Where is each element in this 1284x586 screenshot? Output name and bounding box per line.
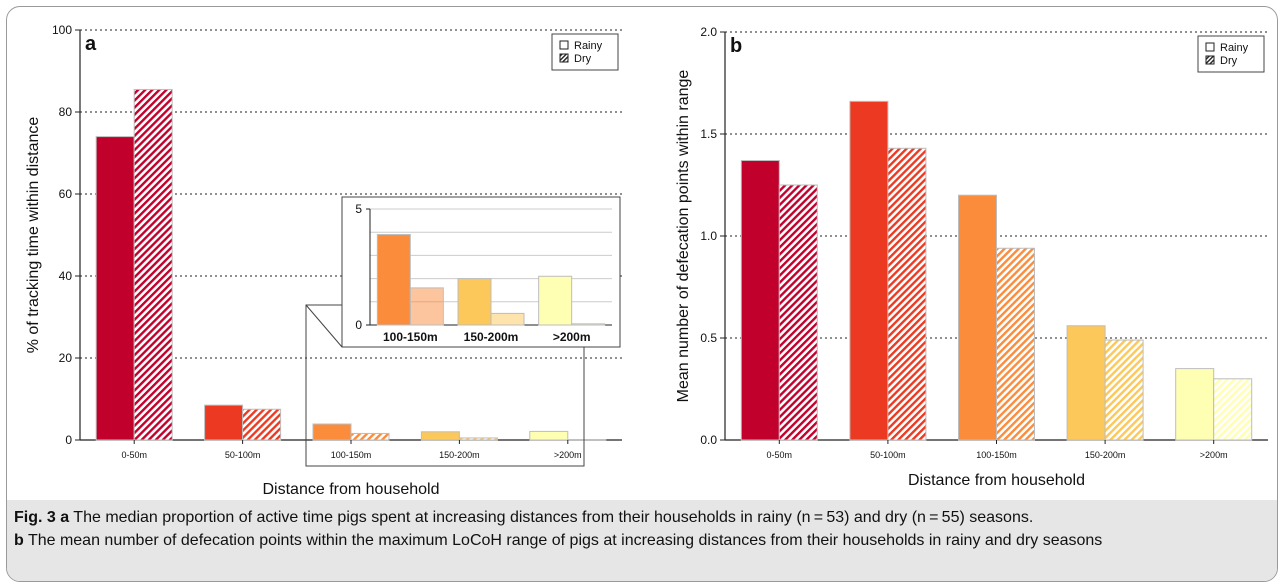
x-axis-label: Distance from household [908, 472, 1085, 489]
y-tick-label: 0 [65, 433, 72, 447]
legend-entry-rainy: Rainy [1220, 42, 1249, 54]
bar-rainy-100-150m [312, 423, 352, 441]
legend-entry-dry: Dry [574, 53, 592, 65]
y-tick-label: 20 [59, 351, 73, 365]
inset-connector [305, 304, 343, 348]
inset-y-tick-label: 0 [355, 318, 362, 332]
inset-bar-rainy-150-200m [457, 278, 492, 326]
y-tick-label: 1.0 [700, 229, 717, 243]
bar-rainy-0-50m [740, 160, 780, 441]
y-axis-label: % of tracking time within distance [25, 117, 42, 354]
panel-label-b: b [730, 35, 742, 57]
legend-swatch-dry [1205, 55, 1215, 65]
bar-rainy-150-200m [420, 431, 460, 441]
panel-label-a: a [85, 33, 97, 55]
x-tick-label: 150-200m [439, 450, 480, 460]
x-tick-label: 0-50m [121, 450, 147, 460]
x-tick-label: 50-100m [870, 450, 906, 460]
bar-dry-150-200m [458, 437, 498, 441]
inset-y-tick-label: 5 [355, 202, 362, 216]
bar-rainy-50-100m [204, 404, 244, 441]
figure-frame [6, 6, 1278, 582]
bar-dry-50-100m [242, 408, 282, 441]
bar-rainy-50-100m [849, 100, 889, 441]
caption-a-text: The median proportion of active time pig… [69, 509, 1034, 526]
bar-rainy->200m [1175, 368, 1215, 441]
caption-b-label: b [14, 532, 24, 549]
inset-bar-dry-150-200m [490, 312, 525, 326]
x-tick-label: 100-150m [331, 450, 372, 460]
bar-rainy-100-150m [958, 194, 997, 441]
legend-box [1197, 35, 1265, 73]
bar-dry->200m [567, 439, 607, 441]
x-tick-label: 0-50m [767, 450, 793, 460]
x-tick-label: >200m [1200, 450, 1228, 460]
x-axis-label: Distance from household [263, 481, 440, 498]
legend-entry-dry: Dry [1220, 55, 1238, 67]
y-tick-label: 60 [59, 187, 73, 201]
inset-x-tick-label: 150-200m [464, 330, 519, 344]
bar-dry-0-50m [133, 88, 173, 441]
inset-x-tick-label: >200m [553, 330, 591, 344]
bar-dry-0-50m [778, 184, 818, 441]
y-tick-label: 1.5 [700, 127, 717, 141]
bar-dry-50-100m [887, 147, 927, 441]
y-tick-label: 0.5 [700, 331, 717, 345]
bar-rainy-150-200m [1066, 325, 1106, 441]
x-tick-label: 50-100m [225, 450, 261, 460]
y-tick-label: 40 [59, 269, 73, 283]
y-tick-label: 80 [59, 105, 73, 119]
caption-a-label: a [60, 509, 70, 526]
y-tick-label: 2.0 [700, 25, 717, 39]
x-tick-label: 150-200m [1085, 450, 1126, 460]
legend-swatch-dry [559, 53, 569, 63]
inset-bar-dry->200m [571, 323, 606, 326]
caption-b-text: The mean number of defecation points wit… [23, 532, 1103, 549]
x-tick-label: 100-150m [976, 450, 1017, 460]
legend-swatch-rainy [559, 40, 569, 50]
x-tick-label: >200m [554, 450, 582, 460]
bar-dry-100-150m [996, 247, 1035, 441]
bar-dry-150-200m [1104, 339, 1144, 441]
caption-fig-label: Fig. 3 [14, 509, 56, 526]
y-tick-label: 0.0 [700, 433, 717, 447]
bar-rainy->200m [529, 430, 569, 441]
legend-entry-rainy: Rainy [574, 40, 603, 52]
bar-rainy-0-50m [95, 136, 135, 441]
legend-box [551, 33, 619, 71]
inset-x-tick-label: 100-150m [383, 330, 438, 344]
bar-dry-100-150m [350, 432, 390, 441]
figure-caption: Fig. 3 a The median proportion of active… [14, 506, 1264, 552]
bar-dry->200m [1213, 378, 1253, 441]
inset-bar-rainy->200m [538, 275, 573, 326]
caption-box [7, 500, 1277, 581]
inset-bar-dry-100-150m [409, 287, 444, 326]
inset-bar-rainy-100-150m [376, 234, 411, 326]
y-axis-label: Mean number of defecation points within … [675, 70, 692, 403]
chart-svg: 0 20 40 60 80 100 0-50m 50-100m 100-150m 150-200m… [25, 23, 1268, 498]
legend-swatch-rainy [1205, 42, 1215, 52]
y-tick-label: 100 [52, 23, 72, 37]
